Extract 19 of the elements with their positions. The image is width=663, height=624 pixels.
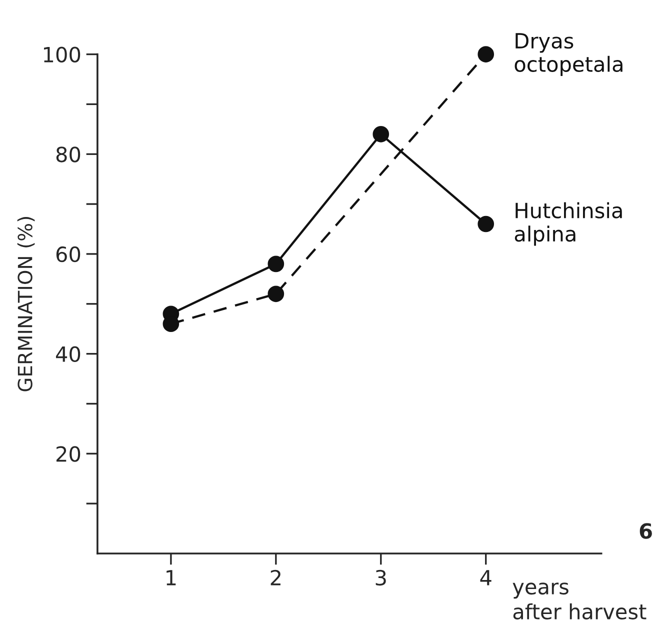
x-tick-label: 4 <box>480 570 492 586</box>
y-tick-label: 20 <box>56 446 80 462</box>
y-tick-label: 40 <box>56 346 80 362</box>
point <box>268 286 284 302</box>
y-tick-label: 60 <box>56 246 80 262</box>
y-tick-label: 80 <box>56 146 80 162</box>
point <box>268 256 284 272</box>
x-axis-title: years after harvest <box>512 582 646 620</box>
series-label: Dryas octopetala <box>514 33 622 76</box>
y-axis-title: GERMINATION (%) <box>17 217 35 392</box>
x-tick-label: 3 <box>376 570 386 586</box>
point <box>372 126 390 142</box>
point <box>478 46 494 62</box>
point <box>478 216 494 232</box>
x-tick-label: 2 <box>270 570 280 586</box>
y-tick-label: 100 <box>44 46 80 62</box>
x-tick-label: 1 <box>166 570 176 586</box>
text: 6 <box>640 523 652 539</box>
series-label: Hutchinsia alpina <box>514 202 622 246</box>
